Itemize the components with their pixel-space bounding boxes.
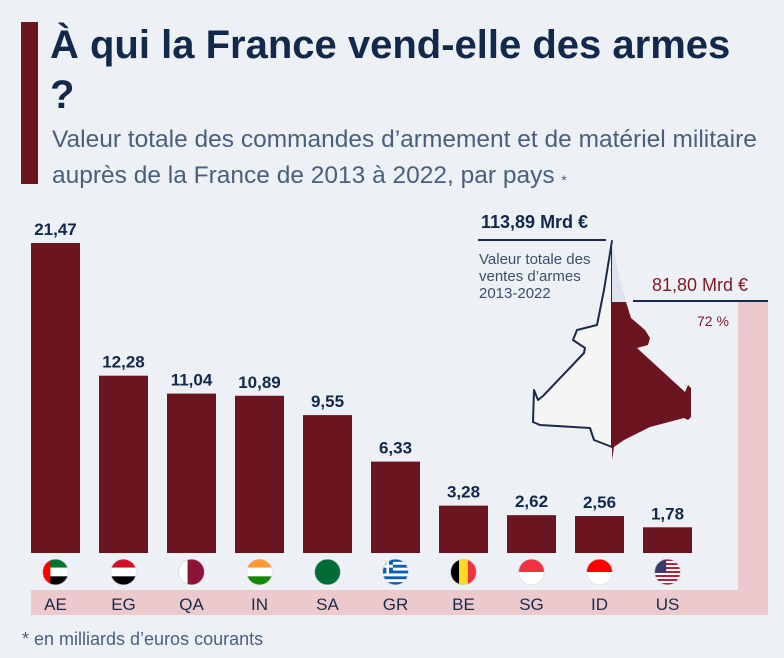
flag-icon-BE — [450, 559, 477, 585]
bar-EG — [99, 375, 148, 553]
flag-icon-AE — [42, 559, 69, 585]
subtitle-text: Valeur totale des commandes d’armement e… — [52, 126, 757, 189]
bar-IN — [235, 395, 284, 553]
bar-GR — [371, 461, 420, 553]
country-label-band — [31, 590, 768, 615]
tick-label-BE: BE — [452, 595, 475, 614]
flag-icon-ID — [586, 559, 613, 585]
subtitle-footnote-mark: * — [561, 172, 567, 188]
data-label-QA: 11,04 — [171, 371, 213, 390]
data-label-ID: 2,56 — [583, 493, 616, 512]
data-label-EG: 12,28 — [102, 353, 145, 372]
top10-share-bar — [738, 301, 768, 615]
flag-icon-QA — [178, 559, 205, 585]
bar-ID — [575, 516, 624, 553]
footnote: * en milliards d’euros courants — [22, 629, 264, 649]
bar-BE — [439, 505, 488, 553]
flag-icon-GR — [382, 559, 409, 585]
subtitle: Valeur totale des commandes d’armement e… — [52, 122, 782, 194]
data-label-AE: 21,47 — [34, 220, 77, 239]
tick-label-ID: ID — [591, 595, 608, 614]
page-title: À qui la France vend-elle des armes ? — [50, 23, 731, 117]
tick-label-SG: SG — [519, 595, 544, 614]
bar-US — [643, 527, 692, 553]
rafale-jet-icon — [532, 240, 691, 460]
bar-QA — [167, 393, 216, 553]
data-label-SA: 9,55 — [311, 392, 344, 411]
top10-value: 81,80 Mrd € — [652, 275, 749, 295]
tick-label-US: US — [656, 595, 680, 614]
flag-icon-SA — [314, 559, 341, 585]
flag-icon-SG — [518, 559, 545, 585]
total-value: 113,89 Mrd € — [481, 212, 589, 232]
flag-icon-US — [654, 559, 681, 585]
bar-SG — [507, 515, 556, 553]
tick-label-IN: IN — [251, 595, 268, 614]
data-label-BE: 3,28 — [447, 483, 480, 502]
data-label-US: 1,78 — [651, 504, 684, 523]
bar-SA — [303, 415, 352, 553]
tick-label-GR: GR — [383, 595, 409, 614]
flag-icon-EG — [110, 559, 137, 585]
tick-label-EG: EG — [111, 595, 136, 614]
data-label-SG: 2,62 — [515, 492, 548, 511]
total-label: Valeur totale des ventes d’armes 2013-20… — [479, 251, 591, 302]
tick-label-AE: AE — [44, 595, 67, 614]
bar-AE — [31, 243, 80, 553]
tick-label-SA: SA — [316, 595, 339, 614]
flag-icon-IN — [246, 559, 273, 585]
title-accent-bar — [21, 22, 38, 184]
data-label-GR: 6,33 — [379, 439, 412, 458]
tick-label-QA: QA — [179, 595, 204, 614]
top10-share: 72 % — [697, 313, 729, 329]
data-label-IN: 10,89 — [238, 373, 281, 392]
